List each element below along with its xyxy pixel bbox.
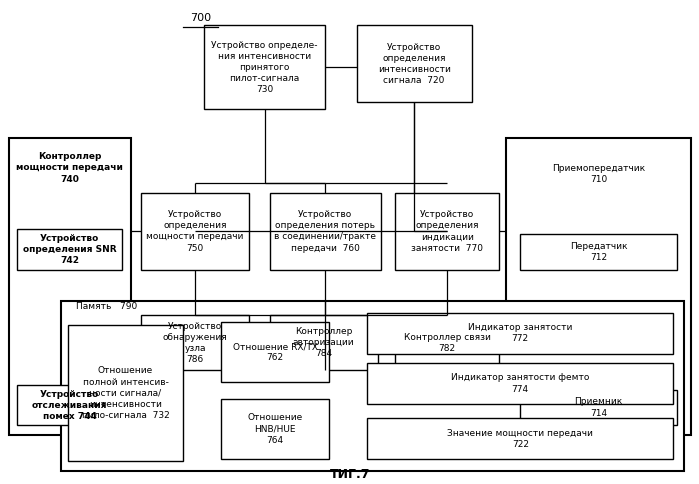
Bar [17, 385, 122, 425]
Text: Значение мощности передачи
722: Значение мощности передачи 722 [447, 429, 593, 449]
Bar [203, 25, 326, 109]
Bar [17, 229, 122, 270]
Text: Индикатор занятости фемто
774: Индикатор занятости фемто 774 [451, 374, 589, 393]
Text: Контроллер связи
782: Контроллер связи 782 [404, 333, 491, 353]
Text: Устройство
определения
мощности передачи
750: Устройство определения мощности передачи… [146, 210, 244, 253]
Text: Отношение RX/TX
762: Отношение RX/TX 762 [233, 342, 317, 363]
Bar [68, 325, 183, 461]
Bar [141, 193, 249, 270]
Bar [520, 234, 677, 270]
Bar [395, 193, 499, 270]
Bar [367, 313, 673, 354]
Bar [506, 138, 691, 435]
Text: Устройство
определения
интенсивности
сигнала  720: Устройство определения интенсивности сиг… [377, 43, 451, 85]
Bar [141, 315, 249, 370]
Bar [270, 193, 381, 270]
Bar [270, 315, 377, 370]
Text: Приемник
714: Приемник 714 [575, 397, 623, 418]
Text: Устройство
определения SNR
742: Устройство определения SNR 742 [22, 234, 116, 265]
Text: Отношение
полной интенсив-
ности сигнала/
интенсивности
пило-сигнала  732: Отношение полной интенсив- ности сигнала… [82, 366, 169, 420]
Text: Контроллер
авторизации
784: Контроллер авторизации 784 [293, 327, 354, 359]
Bar [520, 390, 677, 425]
Text: Контроллер
мощности передачи
740: Контроллер мощности передачи 740 [16, 152, 123, 183]
Text: 700: 700 [189, 13, 211, 23]
Text: Передатчик
712: Передатчик 712 [570, 242, 627, 262]
Text: Отношение
HNB/HUE
764: Отношение HNB/HUE 764 [247, 413, 303, 445]
Bar [395, 315, 499, 370]
Bar [356, 25, 472, 102]
Text: Приемопередатчик
710: Приемопередатчик 710 [552, 164, 645, 184]
Bar [221, 322, 329, 382]
Bar [221, 399, 329, 459]
Bar [9, 138, 131, 435]
Text: Устройство
обнаружения
узла
786: Устройство обнаружения узла 786 [163, 322, 227, 364]
Text: Память   790: Память 790 [75, 302, 137, 311]
Text: Устройство
определения
индикации
занятости  770: Устройство определения индикации занятос… [411, 210, 483, 253]
Text: Индикатор занятости
772: Индикатор занятости 772 [468, 323, 572, 343]
Bar [367, 363, 673, 404]
Text: Устройство определе-
ния интенсивности
принятого
пилот-сигнала
730: Устройство определе- ния интенсивности п… [211, 41, 318, 94]
Bar [367, 418, 673, 459]
Bar [61, 301, 684, 471]
Text: ΤИГ.7: ΤИГ.7 [329, 469, 370, 481]
Text: Устройство
отслеживания
помех 744: Устройство отслеживания помех 744 [31, 390, 107, 421]
Text: Устройство
определения потерь
в соединении/тракте
передачи  760: Устройство определения потерь в соединен… [275, 210, 377, 253]
